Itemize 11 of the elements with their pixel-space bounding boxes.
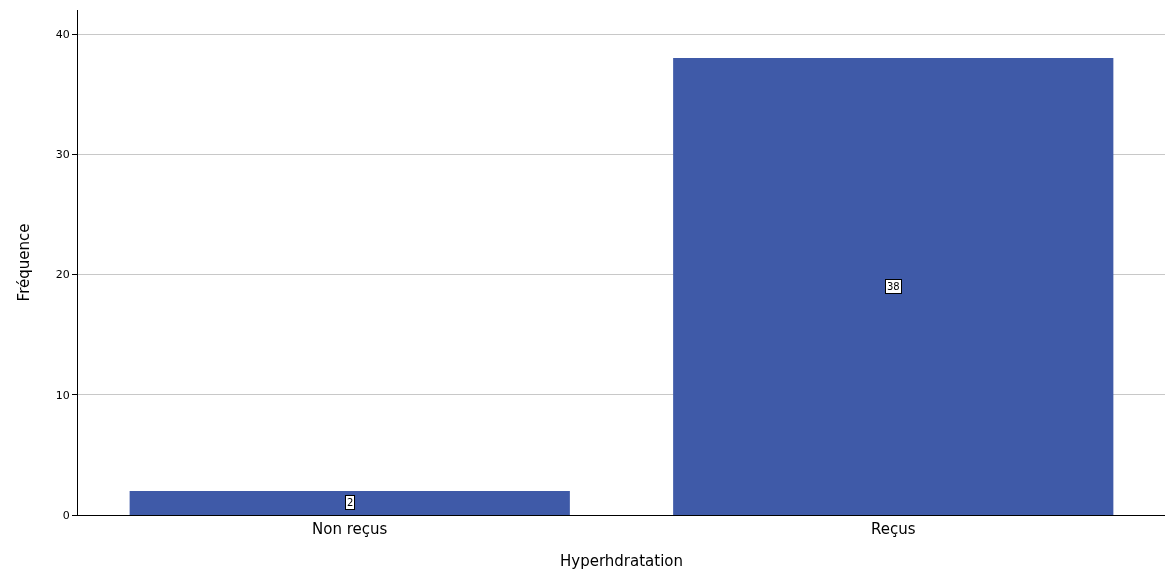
x-tick-label: Reçus [870,520,916,538]
data-label: 38 [887,281,900,292]
data-label: 2 [347,497,354,508]
x-tick-label: Non reçus [312,520,388,538]
y-tick-label: 0 [62,508,70,522]
y-tick-label: 20 [55,268,70,282]
y-tick-label: 10 [55,388,70,402]
x-axis-title: Hyperhdratation [559,552,684,570]
y-tick-label: 30 [55,148,70,162]
y-tick-label: 40 [55,27,70,41]
y-axis-title: Fréquence [15,223,34,302]
